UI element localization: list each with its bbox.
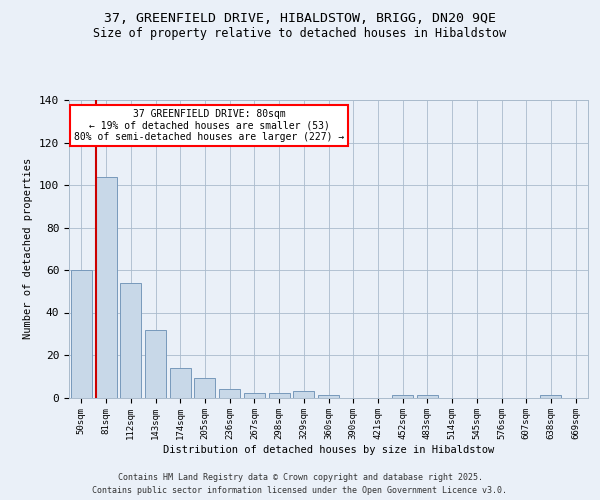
Bar <box>244 393 265 398</box>
Bar <box>392 396 413 398</box>
Bar <box>318 396 339 398</box>
Text: Size of property relative to detached houses in Hibaldstow: Size of property relative to detached ho… <box>94 28 506 40</box>
Bar <box>120 283 141 398</box>
Bar <box>194 378 215 398</box>
Bar <box>170 368 191 398</box>
Bar <box>417 396 438 398</box>
Bar <box>269 393 290 398</box>
Text: Contains HM Land Registry data © Crown copyright and database right 2025.: Contains HM Land Registry data © Crown c… <box>118 472 482 482</box>
X-axis label: Distribution of detached houses by size in Hibaldstow: Distribution of detached houses by size … <box>163 445 494 455</box>
Y-axis label: Number of detached properties: Number of detached properties <box>23 158 34 340</box>
Text: Contains public sector information licensed under the Open Government Licence v3: Contains public sector information licen… <box>92 486 508 495</box>
Text: 37, GREENFIELD DRIVE, HIBALDSTOW, BRIGG, DN20 9QE: 37, GREENFIELD DRIVE, HIBALDSTOW, BRIGG,… <box>104 12 496 26</box>
Bar <box>219 389 240 398</box>
Text: 37 GREENFIELD DRIVE: 80sqm
← 19% of detached houses are smaller (53)
80% of semi: 37 GREENFIELD DRIVE: 80sqm ← 19% of deta… <box>74 109 344 142</box>
Bar <box>95 176 116 398</box>
Bar <box>293 391 314 398</box>
Bar <box>145 330 166 398</box>
Bar <box>541 396 562 398</box>
Bar <box>71 270 92 398</box>
